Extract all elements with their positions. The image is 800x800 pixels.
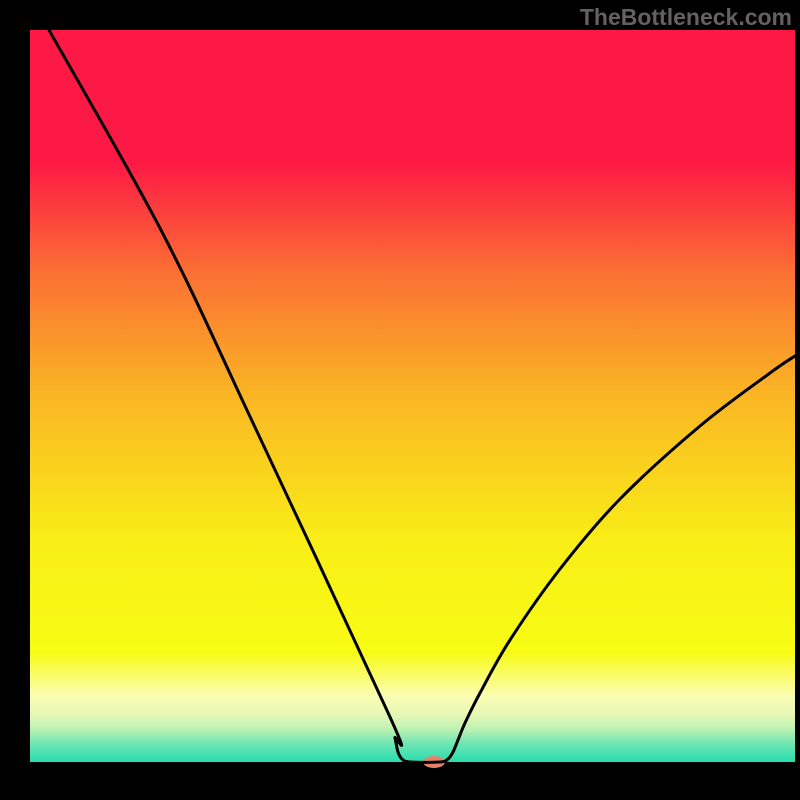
chart-stage: TheBottleneck.com [0, 0, 800, 800]
watermark-text: TheBottleneck.com [580, 4, 792, 31]
frame-left [0, 0, 30, 800]
bottleneck-chart [0, 0, 800, 800]
frame-bottom [0, 762, 800, 800]
frame-right [795, 0, 800, 800]
plot-background [30, 30, 795, 762]
